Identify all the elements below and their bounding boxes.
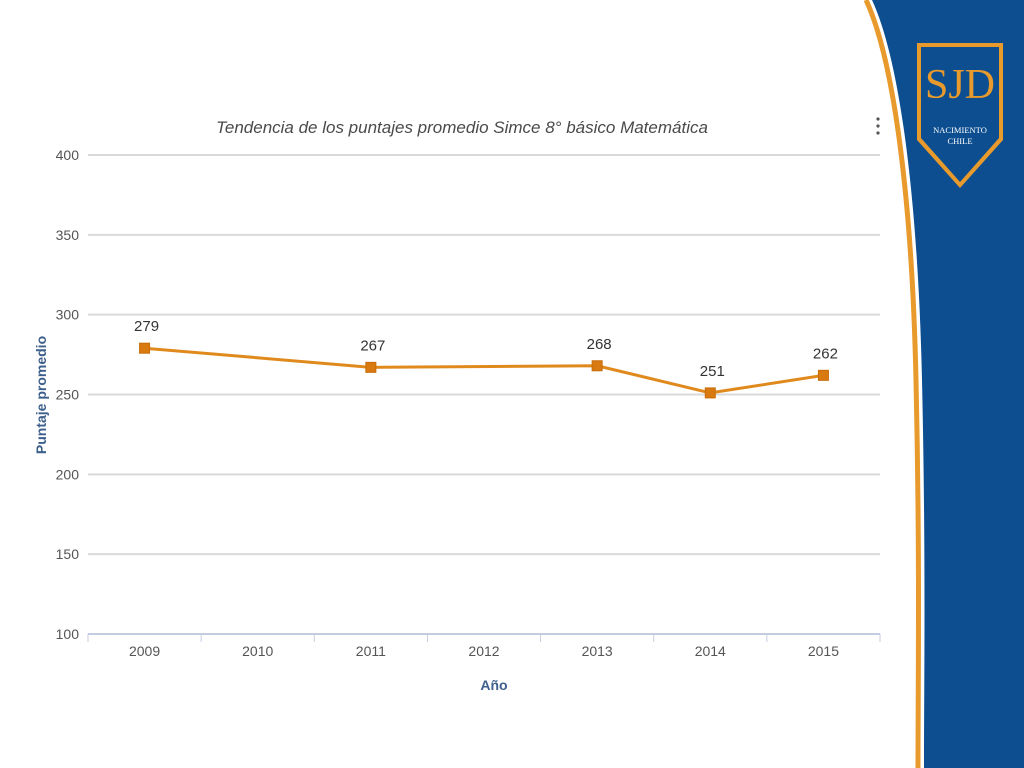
y-axis-title: Puntaje promedio bbox=[33, 336, 49, 454]
x-tick-label: 2011 bbox=[356, 643, 386, 659]
data-label-2013: 268 bbox=[587, 336, 612, 353]
x-tick-label: 2013 bbox=[582, 643, 613, 659]
gridlines bbox=[88, 154, 880, 556]
data-label-2009: 279 bbox=[134, 318, 159, 335]
x-axis-title: Año bbox=[480, 677, 507, 693]
x-tick-label: 2012 bbox=[468, 643, 499, 659]
data-point-2015[interactable] bbox=[817, 369, 829, 381]
chart-title: Tendencia de los puntajes promedio Simce… bbox=[216, 118, 708, 137]
y-tick-label: 150 bbox=[56, 546, 80, 562]
data-point-2013[interactable] bbox=[591, 360, 603, 372]
y-tick-label: 100 bbox=[56, 626, 80, 642]
logo-line-2: CHILE bbox=[947, 136, 972, 146]
series-1 bbox=[139, 342, 829, 399]
x-tick-label: 2010 bbox=[242, 643, 273, 659]
blue-side-panel bbox=[872, 0, 1024, 768]
data-point-2009[interactable] bbox=[139, 342, 151, 354]
data-label-2014: 251 bbox=[700, 363, 725, 380]
data-point-2011[interactable] bbox=[365, 361, 377, 373]
logo-monogram: SJD bbox=[925, 62, 995, 108]
sjd-logo: SJD NACIMIENTO CHILE bbox=[917, 43, 1003, 188]
logo-line-1: NACIMIENTO bbox=[933, 125, 987, 135]
x-tick-label: 2015 bbox=[808, 643, 839, 659]
x-axis: 2009 2010 2011 2012 2013 2014 2015 bbox=[87, 633, 881, 659]
x-tick-label: 2009 bbox=[129, 643, 160, 659]
orange-side-stripe bbox=[863, 0, 921, 768]
y-tick-label: 350 bbox=[56, 227, 80, 243]
y-tick-label: 300 bbox=[56, 307, 80, 323]
y-tick-label: 250 bbox=[56, 387, 80, 403]
y-tick-label: 200 bbox=[56, 466, 80, 482]
y-tick-label: 400 bbox=[56, 147, 80, 163]
data-labels: 279 267 268 251 262 bbox=[134, 318, 838, 380]
y-axis-ticks: 100 150 200 250 300 350 400 bbox=[56, 147, 80, 642]
data-label-2015: 262 bbox=[813, 345, 838, 362]
data-label-2011: 267 bbox=[360, 337, 385, 354]
data-point-2014[interactable] bbox=[704, 387, 716, 399]
chart-menu-icon[interactable] bbox=[876, 117, 880, 135]
x-tick-label: 2014 bbox=[695, 643, 726, 659]
